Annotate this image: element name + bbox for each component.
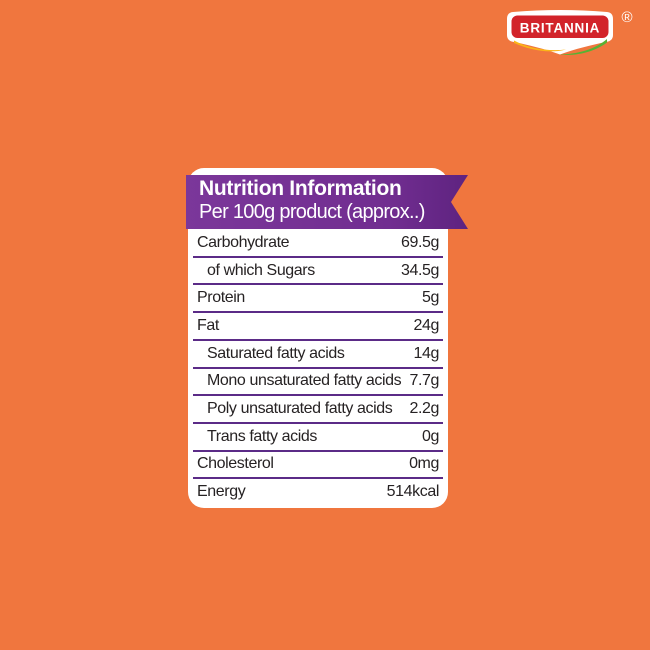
table-row: of which Sugars 34.5g (193, 258, 443, 286)
row-label: Trans fatty acids (207, 427, 317, 445)
nutrition-card: Nutrition Information Per 100g product (… (188, 168, 448, 508)
logo-yellow-swoosh (514, 40, 566, 52)
row-value: 5g (422, 289, 439, 307)
card-subtitle: Per 100g product (approx..) (199, 200, 425, 223)
row-label: of which Sugars (207, 261, 315, 279)
row-label: Carbohydrate (197, 233, 290, 251)
row-value: 69.5g (400, 233, 439, 251)
header-ribbon: Nutrition Information Per 100g product (… (186, 175, 468, 229)
table-row: Poly unsaturated fatty acids 2.2g (193, 396, 443, 424)
table-row: Cholesterol 0mg (193, 452, 443, 480)
row-label: Protein (197, 289, 245, 307)
table-row: Trans fatty acids 0g (193, 424, 443, 452)
row-value: 24g (413, 316, 440, 334)
row-value: 2.2g (409, 400, 439, 418)
row-label: Saturated fatty acids (207, 344, 345, 362)
row-value: 0mg (409, 455, 439, 473)
table-row: Fat 24g (193, 313, 443, 341)
row-label: Energy (197, 483, 246, 501)
row-value: 14g (413, 344, 440, 362)
table-row: Saturated fatty acids 14g (193, 341, 443, 369)
row-value: 34.5g (400, 261, 439, 279)
row-label: Poly unsaturated fatty acids (207, 400, 393, 418)
row-label: Mono unsaturated fatty acids (207, 372, 402, 390)
card-title: Nutrition Information (199, 177, 402, 200)
row-value: 0g (422, 427, 439, 445)
britannia-logo-icon: BRITANNIA ® (507, 9, 633, 55)
table-row: Protein 5g (193, 285, 443, 314)
row-value: 7.7g (409, 372, 439, 390)
row-label: Cholesterol (197, 455, 274, 473)
table-row: Energy 514kcal (193, 479, 443, 505)
table-row: Carbohydrate 69.5g (193, 230, 443, 258)
row-label: Fat (197, 316, 219, 334)
nutrition-table: Carbohydrate 69.5g of which Sugars 34.5g… (188, 230, 448, 508)
logo-red-banner (511, 15, 609, 38)
row-value: 514kcal (386, 483, 440, 501)
registered-trademark-icon: ® (621, 9, 632, 26)
britannia-wordmark: BRITANNIA (520, 21, 600, 36)
table-row: Mono unsaturated fatty acids 7.7g (193, 369, 443, 397)
britannia-logo: BRITANNIA ® (503, 8, 635, 58)
logo-green-swoosh (559, 39, 607, 55)
